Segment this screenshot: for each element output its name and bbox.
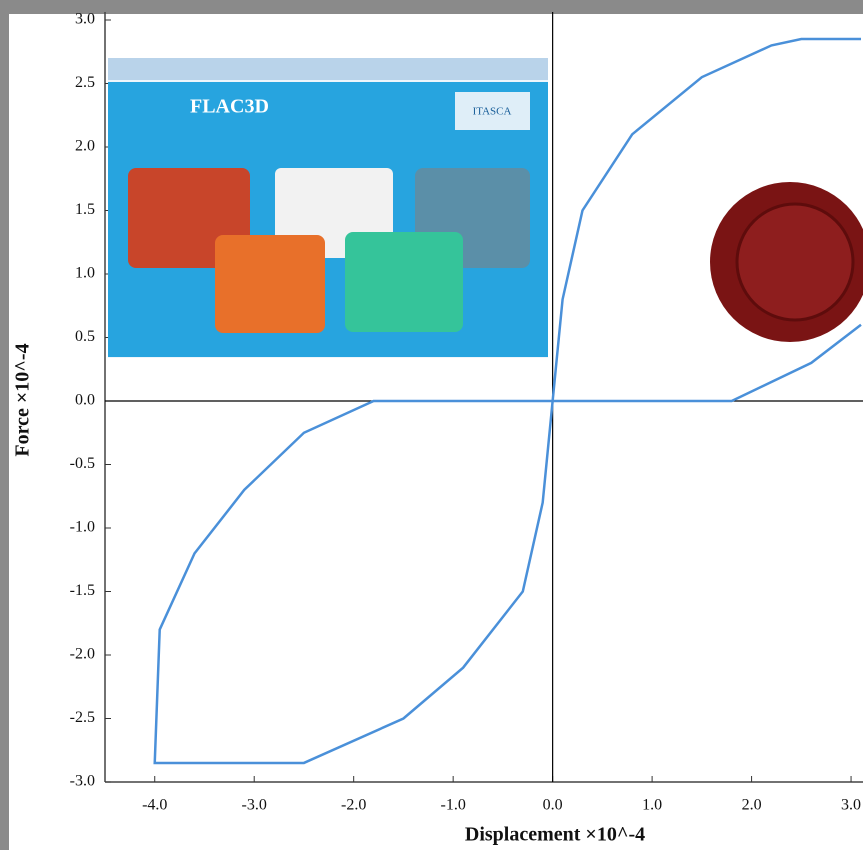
y-tick-label: -3.0 [70,773,95,790]
x-tick-label: -1.0 [440,797,465,814]
data-line [153,37,862,765]
overlay-logo: ITASCA [473,106,512,118]
seal-inner [735,202,855,322]
x-tick-label: 0.0 [543,797,563,814]
y-tick-label: -0.5 [70,455,95,472]
x-tick-label: 2.0 [742,797,762,814]
x-tick-label: -4.0 [142,797,167,814]
x-tick-label: 1.0 [642,797,662,814]
y-tick-label: 2.0 [75,138,95,155]
wax-seal [710,182,863,342]
x-tick-label: -3.0 [242,797,267,814]
y-tick-label: 1.0 [75,265,95,282]
x-tick-label: 3.0 [841,797,861,814]
plot-area: -3.0 -2.5 -2.0 -1.5 -1.0 -0.5 0.0 0.5 1.0 1.5 2.0 2… [70,11,863,814]
overlay-logo-box [455,92,530,130]
x-axis-title: Displacement ×10^-4 [465,824,645,846]
splash-overlay: FLAC3D ITASCA [108,58,548,358]
overlay-image [345,232,463,332]
y-tick-label: -2.0 [70,646,95,663]
y-tick-label: -2.5 [70,709,95,726]
x-tick-label: -2.0 [341,797,366,814]
y-tick-label: 2.5 [75,74,95,91]
y-tick-label: -1.5 [70,582,95,599]
y-tick-label: 0.5 [75,328,95,345]
y-tick-label: 1.5 [75,201,95,218]
overlay-title: FLAC3D [190,96,269,118]
overlay-titlebar [108,58,548,80]
y-axis-title: Force ×10^-4 [12,343,34,456]
y-tick-label: -1.0 [70,519,95,536]
overlay-image [215,235,325,333]
y-tick-label: 0.0 [75,392,95,409]
y-tick-label: 3.0 [75,11,95,28]
